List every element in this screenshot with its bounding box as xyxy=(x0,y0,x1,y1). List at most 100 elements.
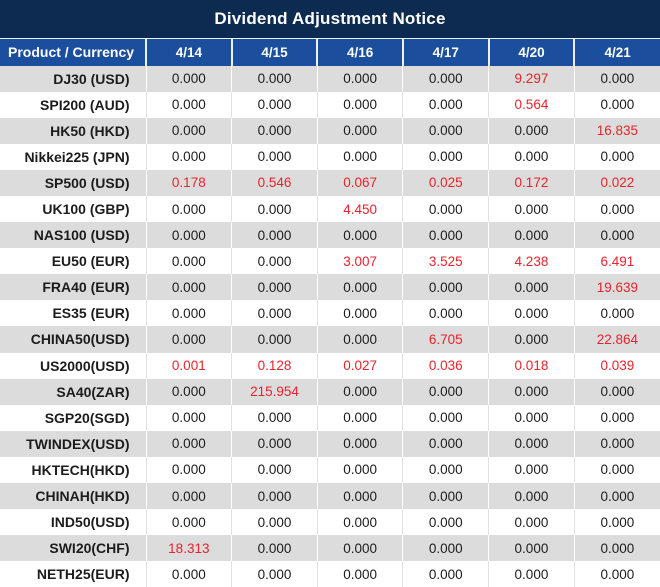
dividend-value-cell: 0.000 xyxy=(231,430,318,457)
dividend-value-cell: 0.000 xyxy=(146,456,233,483)
column-header-date: 4/17 xyxy=(401,38,489,66)
product-label: CHINA50(USD) xyxy=(0,326,147,353)
table-row: NAS100 (USD) 0.000 0.000 0.000 0.000 0.000 0.0… xyxy=(0,222,660,249)
dividend-value-cell: 0.000 xyxy=(574,561,660,587)
dividend-value-cell: 0.128 xyxy=(231,352,318,379)
dividend-value-cell: 0.178 xyxy=(146,169,233,196)
dividend-value-cell: 0.000 xyxy=(231,326,318,353)
dividend-value-cell: 0.000 xyxy=(146,404,233,431)
dividend-value-cell: 0.000 xyxy=(317,378,404,405)
column-header-date: 4/20 xyxy=(487,38,575,66)
dividend-value-cell: 0.000 xyxy=(231,195,318,223)
dividend-value-cell: 0.000 xyxy=(146,483,233,510)
dividend-value-cell: 0.000 xyxy=(488,535,575,562)
dividend-value-cell: 0.000 xyxy=(574,509,660,536)
dividend-value-cell: 19.639 xyxy=(574,274,660,301)
dividend-value-cell: 0.000 xyxy=(146,195,233,223)
dividend-value-cell: 0.000 xyxy=(231,274,318,301)
dividend-value-cell: 4.450 xyxy=(317,195,404,223)
dividend-value-cell: 0.000 xyxy=(146,91,233,118)
dividend-value-cell: 0.000 xyxy=(574,404,660,431)
product-label: SP500 (USD) xyxy=(0,169,147,196)
dividend-value-cell: 0.000 xyxy=(488,430,575,457)
product-label: Nikkei225 (JPN) xyxy=(0,143,147,170)
dividend-value-cell: 16.835 xyxy=(574,117,660,144)
dividend-value-cell: 0.000 xyxy=(488,456,575,483)
dividend-value-cell: 0.000 xyxy=(317,117,404,144)
dividend-value-cell: 0.000 xyxy=(146,274,233,301)
product-label: SPI200 (AUD) xyxy=(0,91,147,118)
dividend-value-cell: 22.864 xyxy=(574,326,660,353)
dividend-value-cell: 0.000 xyxy=(231,456,318,483)
product-label: NETH25(EUR) xyxy=(0,561,147,587)
dividend-value-cell: 4.238 xyxy=(488,248,575,275)
dividend-value-cell: 0.000 xyxy=(231,535,318,562)
dividend-value-cell: 0.000 xyxy=(402,65,490,92)
dividend-value-cell: 0.000 xyxy=(231,509,318,536)
dividend-value-cell: 18.313 xyxy=(146,535,233,562)
dividend-value-cell: 0.000 xyxy=(488,143,575,170)
dividend-value-cell: 0.000 xyxy=(317,430,404,457)
dividend-value-cell: 0.000 xyxy=(146,222,233,249)
dividend-value-cell: 0.000 xyxy=(402,300,490,327)
dividend-value-cell: 0.000 xyxy=(488,222,575,249)
product-label: US2000(USD) xyxy=(0,352,147,379)
column-header-product: Product / Currency xyxy=(0,38,146,66)
dividend-value-cell: 0.000 xyxy=(488,326,575,353)
table-row: TWINDEX(USD) 0.000 0.000 0.000 0.000 0.000 0.0… xyxy=(0,430,660,457)
product-label: NAS100 (USD) xyxy=(0,222,147,249)
product-label: HKTECH(HKD) xyxy=(0,456,147,483)
dividend-value-cell: 0.000 xyxy=(402,143,490,170)
dividend-value-cell: 0.000 xyxy=(488,509,575,536)
dividend-value-cell: 0.000 xyxy=(231,404,318,431)
dividend-value-cell: 0.000 xyxy=(146,300,233,327)
dividend-value-cell: 0.000 xyxy=(146,326,233,353)
dividend-value-cell: 6.705 xyxy=(402,326,490,353)
table-row: IND50(USD) 0.000 0.000 0.000 0.000 0.000 0.000 xyxy=(0,509,660,536)
dividend-value-cell: 0.000 xyxy=(231,300,318,327)
dividend-value-cell: 0.000 xyxy=(402,378,490,405)
table-row: NETH25(EUR) 0.000 0.000 0.000 0.000 0.000 0.00… xyxy=(0,561,660,587)
table-row: EU50 (EUR) 0.000 0.000 3.007 3.525 4.238 6.491 xyxy=(0,248,660,275)
dividend-value-cell: 0.000 xyxy=(574,195,660,223)
dividend-value-cell: 0.000 xyxy=(317,91,404,118)
dividend-value-cell: 0.000 xyxy=(488,117,575,144)
table-row: ES35 (EUR) 0.000 0.000 0.000 0.000 0.000 0.000 xyxy=(0,300,660,327)
product-label: UK100 (GBP) xyxy=(0,195,147,223)
product-label: EU50 (EUR) xyxy=(0,248,147,275)
dividend-value-cell: 0.000 xyxy=(402,91,490,118)
dividend-value-cell: 0.000 xyxy=(488,195,575,223)
table-row: US2000(USD) 0.001 0.128 0.027 0.036 0.018 0.03… xyxy=(0,352,660,379)
dividend-value-cell: 0.000 xyxy=(146,143,233,170)
dividend-value-cell: 0.000 xyxy=(402,404,490,431)
dividend-value-cell: 0.000 xyxy=(574,91,660,118)
header-row: Product / Currency 4/14 4/15 4/16 4/17 4… xyxy=(0,38,660,66)
dividend-value-cell: 0.000 xyxy=(231,91,318,118)
dividend-value-cell: 0.039 xyxy=(574,352,660,379)
dividend-value-cell: 0.000 xyxy=(317,326,404,353)
dividend-value-cell: 0.000 xyxy=(574,143,660,170)
dividend-value-cell: 0.000 xyxy=(402,430,490,457)
dividend-value-cell: 0.000 xyxy=(488,404,575,431)
dividend-value-cell: 0.000 xyxy=(231,483,318,510)
dividend-value-cell: 0.000 xyxy=(402,456,490,483)
dividend-value-cell: 0.000 xyxy=(146,378,233,405)
dividend-value-cell: 0.000 xyxy=(488,483,575,510)
dividend-value-cell: 0.001 xyxy=(146,352,233,379)
table-row: CHINA50(USD) 0.000 0.000 0.000 6.705 0.000 22.… xyxy=(0,326,660,353)
dividend-value-cell: 0.000 xyxy=(231,561,318,587)
dividend-value-cell: 0.000 xyxy=(574,300,660,327)
dividend-value-cell: 215.954 xyxy=(231,378,318,405)
dividend-value-cell: 0.000 xyxy=(317,456,404,483)
dividend-value-cell: 0.000 xyxy=(402,222,490,249)
table-body: DJ30 (USD) 0.000 0.000 0.000 0.000 9.297 0.000… xyxy=(0,65,660,587)
product-label: ES35 (EUR) xyxy=(0,300,147,327)
dividend-value-cell: 0.000 xyxy=(402,195,490,223)
dividend-value-cell: 0.000 xyxy=(574,535,660,562)
dividend-value-cell: 0.000 xyxy=(574,65,660,92)
dividend-value-cell: 0.000 xyxy=(317,143,404,170)
dividend-value-cell: 0.000 xyxy=(231,222,318,249)
dividend-table: Product / Currency 4/14 4/15 4/16 4/17 4… xyxy=(0,38,660,587)
dividend-value-cell: 0.000 xyxy=(146,248,233,275)
dividend-value-cell: 0.000 xyxy=(402,561,490,587)
